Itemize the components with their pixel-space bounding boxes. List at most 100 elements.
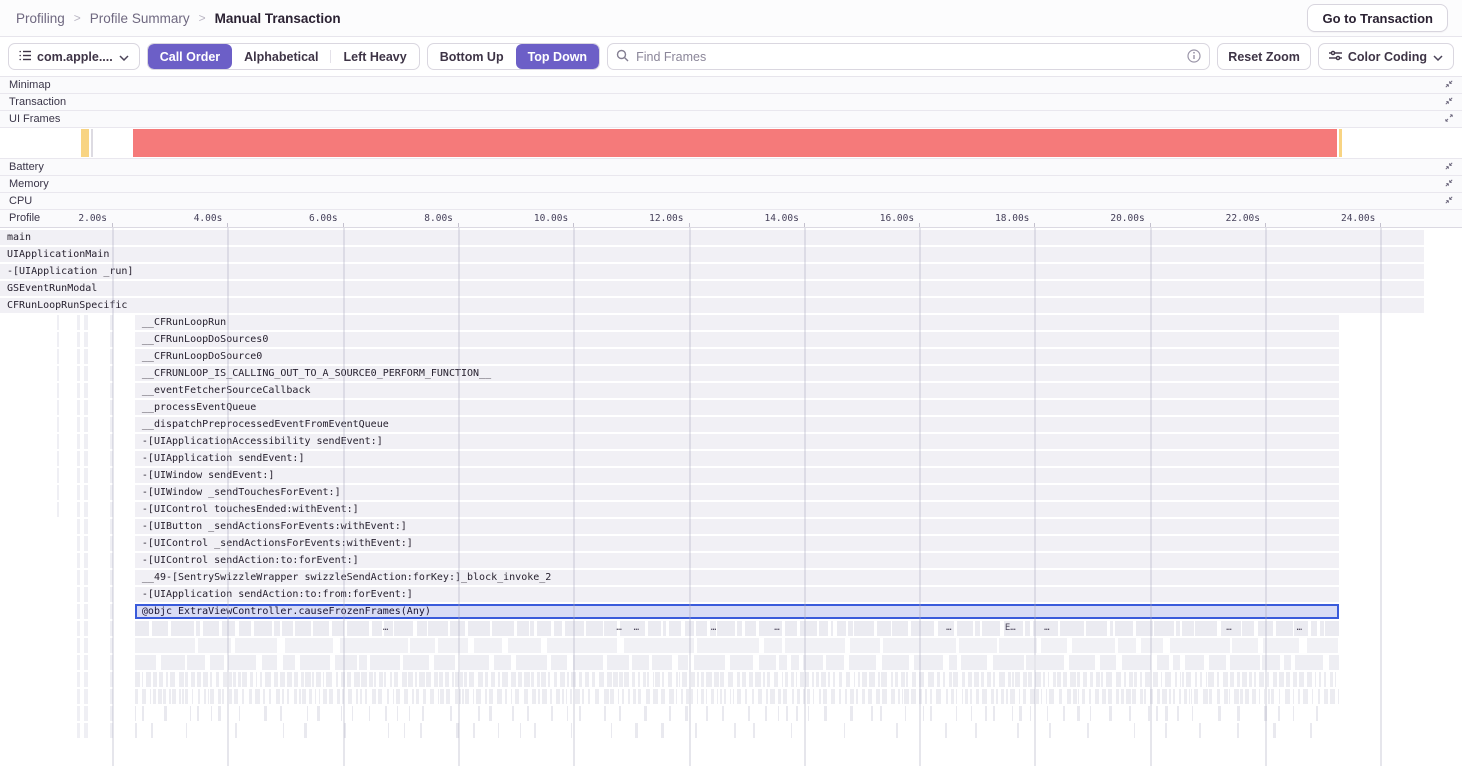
flame-frame-sliver[interactable] xyxy=(484,689,488,704)
flame-frame-sliver[interactable] xyxy=(279,706,283,721)
flame-frame-sliver[interactable] xyxy=(1208,672,1214,687)
flame-frame-sliver[interactable] xyxy=(1217,672,1220,687)
flame-frame-sliver[interactable] xyxy=(1182,621,1194,636)
flame-frame-sliver[interactable] xyxy=(110,485,114,500)
flame-frame-sliver[interactable] xyxy=(1006,689,1009,704)
flame-frame-sliver[interactable] xyxy=(1099,655,1116,670)
flame-frame-sliver[interactable] xyxy=(1036,689,1040,704)
flame-frame-sliver[interactable] xyxy=(800,621,817,636)
flame-frame-sliver[interactable] xyxy=(781,672,784,687)
flame-frame-sliver[interactable] xyxy=(1030,689,1036,704)
flame-frame-sliver[interactable] xyxy=(1222,672,1228,687)
flame-frame-sliver[interactable] xyxy=(1082,689,1086,704)
flame-frame-sliver[interactable] xyxy=(604,706,606,721)
breadcrumb-profiling[interactable]: Profiling xyxy=(16,10,65,26)
flame-frame-sliver[interactable] xyxy=(1147,706,1150,721)
flame-frame-sliver[interactable] xyxy=(110,638,114,653)
flame-frame-sliver[interactable] xyxy=(197,672,201,687)
flame-frame-sliver[interactable] xyxy=(667,672,673,687)
flame-frame-sliver[interactable] xyxy=(748,672,753,687)
flame-frame-sliver[interactable] xyxy=(1162,689,1167,704)
flame-frame-sliver[interactable] xyxy=(1174,672,1178,687)
flame-frame-sliver[interactable] xyxy=(1126,689,1131,704)
flame-frame-sliver[interactable] xyxy=(734,723,737,738)
flame-frame-sliver[interactable] xyxy=(77,604,81,619)
flame-frame-sliver[interactable] xyxy=(347,689,352,704)
flame-frame-sliver[interactable] xyxy=(265,672,271,687)
flame-frame-sliver[interactable] xyxy=(613,672,618,687)
flame-frame-sliver[interactable] xyxy=(1102,689,1107,704)
flame-frame-sliver[interactable] xyxy=(986,672,991,687)
flame-frame-sliver[interactable] xyxy=(484,672,488,687)
flame-frame-sliver[interactable] xyxy=(283,723,285,738)
flame-frame-sliver[interactable] xyxy=(1318,672,1321,687)
flame-frame-sliver[interactable] xyxy=(619,706,621,721)
flame-frame-sliver[interactable] xyxy=(1172,655,1181,670)
flame-frame-sliver[interactable] xyxy=(110,672,114,687)
flame-frame-sliver[interactable] xyxy=(210,655,224,670)
flame-frame-sliver[interactable] xyxy=(1071,638,1115,653)
flame-frame-sliver[interactable] xyxy=(1090,706,1092,721)
section-header-battery[interactable]: Battery xyxy=(0,159,1462,176)
flame-frame-sliver[interactable] xyxy=(681,672,688,687)
color-coding-dropdown[interactable]: Color Coding xyxy=(1317,43,1454,70)
flame-frame-sliver[interactable] xyxy=(234,689,239,704)
flame-frame-sliver[interactable] xyxy=(473,689,475,704)
flame-frame-sliver[interactable] xyxy=(1069,655,1095,670)
flame-frame-sliver[interactable] xyxy=(808,706,810,721)
flame-frame-sliver[interactable] xyxy=(438,638,469,653)
flame-frame-sliver[interactable] xyxy=(828,672,830,687)
flame-frame-sliver[interactable] xyxy=(970,689,972,704)
flame-frame-sliver[interactable] xyxy=(347,621,369,636)
flame-frame-sliver[interactable] xyxy=(744,621,756,636)
flame-frame-sliver[interactable] xyxy=(110,332,114,347)
section-header-memory[interactable]: Memory xyxy=(0,176,1462,193)
section-header-transaction[interactable]: Transaction xyxy=(0,94,1462,111)
flame-frame-sliver[interactable] xyxy=(249,672,254,687)
flame-frame-sliver[interactable] xyxy=(412,689,414,704)
flame-frame-sliver[interactable] xyxy=(815,672,819,687)
flame-frame-sliver[interactable] xyxy=(77,366,81,381)
flame-frame-sliver[interactable] xyxy=(1278,706,1280,721)
flame-frame[interactable]: -[UIControl sendAction:to:forEvent:] xyxy=(134,553,1340,568)
flame-frame-sliver[interactable] xyxy=(1165,672,1172,687)
flame-frame-sliver[interactable] xyxy=(1058,689,1063,704)
flame-frame-sliver[interactable] xyxy=(1096,672,1100,687)
flame-frame-sliver[interactable] xyxy=(661,672,665,687)
flame-frame-sliver[interactable] xyxy=(732,689,735,704)
flame-frame-sliver[interactable] xyxy=(818,621,829,636)
flame-frame-sliver[interactable] xyxy=(1263,706,1267,721)
flame-frame-sliver[interactable] xyxy=(1236,723,1240,738)
flame-frame-sliver[interactable] xyxy=(912,672,917,687)
flame-frame-sliver[interactable] xyxy=(770,689,775,704)
flame-frame-sliver[interactable] xyxy=(325,672,332,687)
flame-frame-sliver[interactable] xyxy=(585,672,589,687)
flame-frame-sliver[interactable] xyxy=(598,672,604,687)
flame-frame-sliver[interactable] xyxy=(356,689,358,704)
flame-frame-sliver[interactable] xyxy=(881,655,909,670)
flame-frame-sliver[interactable] xyxy=(77,723,81,738)
flame-frame-sliver[interactable] xyxy=(77,502,81,517)
flame-frame-sliver[interactable] xyxy=(918,689,922,704)
flame-frame-sliver[interactable] xyxy=(1234,689,1239,704)
flame-frame-sliver[interactable] xyxy=(249,689,252,704)
flame-frame-sliver[interactable] xyxy=(452,672,454,687)
flame-frame-sliver[interactable] xyxy=(299,689,301,704)
flame-frame-sliver[interactable] xyxy=(455,723,459,738)
flame-frame-sliver[interactable] xyxy=(303,723,307,738)
flame-frame-sliver[interactable] xyxy=(697,689,699,704)
flame-frame-sliver[interactable] xyxy=(643,672,646,687)
flame-frame-sliver[interactable] xyxy=(1040,638,1068,653)
flame-frame-sliver[interactable] xyxy=(1209,655,1226,670)
flame-frame-sliver[interactable] xyxy=(189,706,191,721)
flame-frame-sliver[interactable] xyxy=(281,621,294,636)
flame-frame-sliver[interactable] xyxy=(1049,689,1054,704)
flame-frame-sliver[interactable] xyxy=(800,672,805,687)
flame-frame-sliver[interactable] xyxy=(209,672,213,687)
flame-frame-sliver[interactable] xyxy=(77,417,81,432)
flame-frame-sliver[interactable] xyxy=(210,706,212,721)
flame-frame-sliver[interactable] xyxy=(371,689,377,704)
flame-frame-sliver[interactable] xyxy=(1062,706,1065,721)
flame-frame-sliver[interactable] xyxy=(1155,706,1158,721)
flame-frame-sliver[interactable] xyxy=(1177,706,1180,721)
